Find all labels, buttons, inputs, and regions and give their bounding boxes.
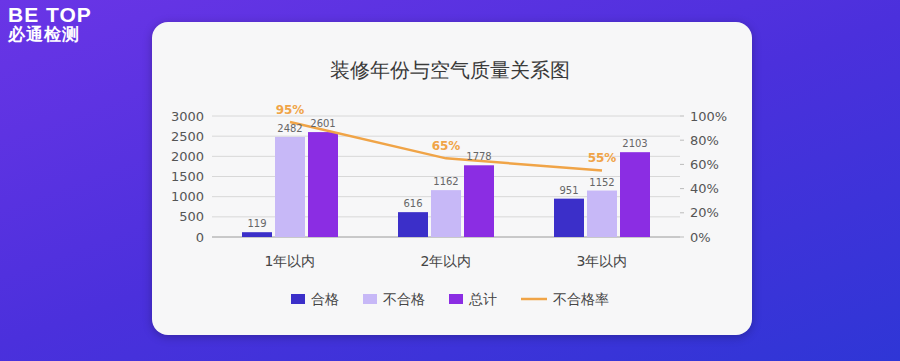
bar	[242, 232, 272, 237]
legend-label: 不合格率	[553, 291, 609, 307]
y2-tick	[680, 237, 684, 238]
brand-subtitle: 必通检测	[8, 26, 92, 44]
x-tick-label: 1年以内	[265, 253, 316, 269]
legend-swatch	[291, 294, 305, 304]
legend-label: 总计	[468, 291, 497, 307]
y-tick-label: 500	[179, 209, 204, 224]
bar	[620, 152, 650, 237]
data-label: 2103	[622, 138, 647, 149]
y2-tick-label: 80%	[690, 133, 719, 148]
data-label: 951	[559, 185, 578, 196]
y2-tick	[680, 140, 684, 141]
bar	[308, 132, 338, 237]
legend-label: 不合格	[383, 291, 425, 307]
bar	[398, 212, 428, 237]
x-tick-label: 2年以内	[421, 253, 472, 269]
data-label: 616	[403, 198, 422, 209]
y2-tick	[680, 212, 684, 213]
y-tick-label: 2500	[171, 129, 204, 144]
title: 装修年份与空气质量关系图	[330, 58, 570, 82]
x-tick-label: 3年以内	[577, 253, 628, 269]
line-label: 55%	[588, 151, 617, 165]
y2-tick-label: 100%	[690, 109, 727, 124]
data-label: 119	[247, 218, 266, 229]
bar	[431, 190, 461, 237]
legend-label: 合格	[311, 291, 339, 307]
data-label: 1778	[466, 151, 491, 162]
y2-tick-label: 60%	[690, 157, 719, 172]
lines	[290, 122, 602, 170]
y-tick-label: 1000	[171, 189, 204, 204]
brand: BE TOP必通检测	[8, 4, 92, 44]
y-tick-label: 2000	[171, 149, 204, 164]
chart: 装修年份与空气质量关系图 0 500 1000 1500 2000 2500 3000 0% 20…	[0, 0, 900, 361]
y-tick-label: 1500	[171, 169, 204, 184]
data-label: 1162	[433, 176, 458, 187]
y2-tick-label: 20%	[690, 205, 719, 220]
data-label: 1152	[589, 177, 614, 188]
line-label: 65%	[432, 139, 461, 153]
legend-swatch	[449, 294, 463, 304]
line	[290, 122, 602, 170]
bars	[242, 132, 650, 237]
bar	[554, 199, 584, 237]
y-tick-label: 3000	[171, 109, 204, 124]
y2-tick-label: 40%	[690, 181, 719, 196]
legend-swatch	[363, 294, 377, 304]
data-label: 2601	[310, 118, 335, 129]
y2-tick-label: 0%	[690, 230, 711, 245]
bar	[275, 137, 305, 237]
bar	[464, 165, 494, 237]
bar	[587, 191, 617, 237]
brand-name: BE TOP	[8, 4, 92, 26]
legend-swatch	[521, 298, 547, 301]
y2-tick	[680, 116, 684, 117]
y-tick-label: 0	[196, 230, 204, 245]
y2-tick	[680, 164, 684, 165]
y2-tick	[680, 188, 684, 189]
line-label: 95%	[276, 103, 305, 117]
data-label: 2482	[277, 123, 302, 134]
grid-line	[212, 136, 680, 137]
